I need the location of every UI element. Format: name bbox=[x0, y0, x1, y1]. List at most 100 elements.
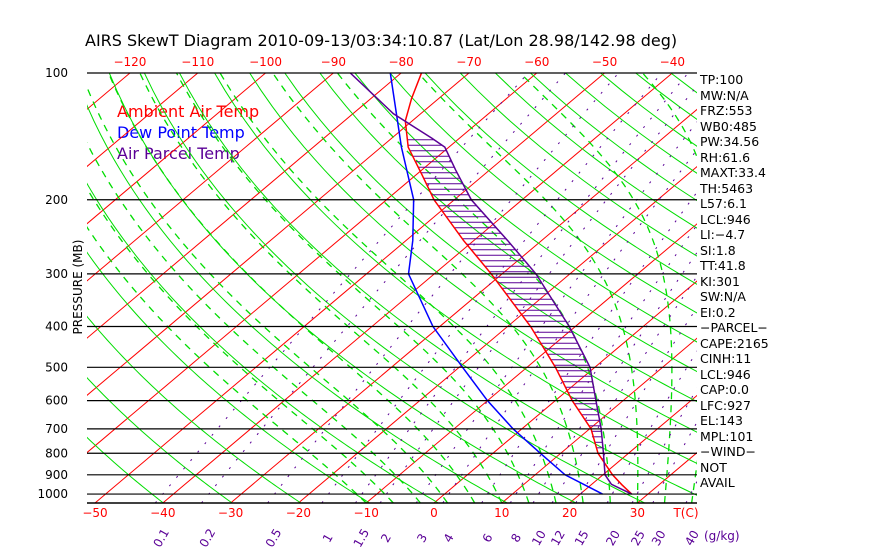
isotherm-line bbox=[162, 73, 673, 503]
stability-index-item: AVAIL bbox=[700, 475, 735, 490]
mixing-ratio-line bbox=[154, 73, 529, 503]
dry-adiabat-line bbox=[389, 73, 697, 314]
isotherm-line bbox=[87, 73, 538, 454]
stability-index-item: LFC:927 bbox=[700, 397, 751, 413]
isotherm-line bbox=[94, 73, 605, 503]
mixing-ratio-label: 0.5 bbox=[263, 526, 285, 550]
moist-adiabat-line bbox=[107, 73, 476, 503]
mixing-ratio-label: 1 bbox=[320, 531, 336, 545]
mixing-ratio-label: 1.5 bbox=[351, 526, 373, 550]
mixing-ratio-line bbox=[575, 306, 697, 503]
legend-dew-point: Dew Point Temp bbox=[117, 123, 245, 142]
pressure-tick-label: 600 bbox=[45, 394, 68, 408]
stability-index-item: PW:34.56 bbox=[700, 134, 760, 149]
pressure-tick-label: 300 bbox=[45, 267, 68, 281]
isotherm-line bbox=[637, 452, 697, 503]
stability-index-item: LCL:946 bbox=[700, 366, 751, 382]
dry-adiabat-line bbox=[87, 315, 302, 503]
moist-adiabat-line bbox=[519, 73, 673, 503]
dry-adiabat-line bbox=[635, 73, 697, 121]
dry-adiabat-line bbox=[565, 73, 697, 174]
isotherm-line bbox=[365, 223, 697, 503]
dry-adiabat-line bbox=[179, 73, 697, 496]
plot-area bbox=[87, 73, 870, 503]
mixing-ratio-label: 8 bbox=[508, 531, 524, 545]
stability-index-item: CAP:0.0 bbox=[700, 382, 749, 397]
x-axis-label: T(C) bbox=[672, 506, 698, 520]
bottom-temp-tick-label: −50 bbox=[82, 506, 107, 520]
mixing-ratio-line bbox=[631, 387, 697, 503]
isotherm-line bbox=[87, 73, 402, 339]
dry-adiabat-line bbox=[354, 73, 697, 343]
pressure-tick-label: 400 bbox=[45, 320, 68, 334]
bottom-temp-tick-label: −10 bbox=[354, 506, 379, 520]
mixing-ratio-line bbox=[442, 148, 697, 503]
dry-adiabat-line bbox=[87, 377, 233, 503]
pressure-tick-label: 800 bbox=[45, 446, 68, 460]
ambient-temp-line bbox=[404, 73, 633, 495]
dry-adiabat-line bbox=[108, 73, 577, 503]
pressure-tick-label: 700 bbox=[45, 422, 68, 436]
mixing-ratio-label: 20 bbox=[603, 528, 623, 548]
stability-index-item: TH:5463 bbox=[700, 180, 754, 196]
top-temp-tick-label: −70 bbox=[456, 55, 481, 69]
pressure-tick-label: 200 bbox=[45, 193, 68, 207]
top-temp-tick-label: −120 bbox=[113, 55, 146, 69]
stability-index-item: FRZ:553 bbox=[700, 103, 753, 118]
top-temp-tick-label: −50 bbox=[592, 55, 617, 69]
dry-adiabat-line bbox=[741, 73, 870, 503]
isotherm-line bbox=[773, 73, 870, 503]
stability-index-item: NOT bbox=[700, 459, 727, 475]
stability-index-item: KI:301 bbox=[700, 273, 740, 289]
moist-adiabat-line bbox=[417, 73, 639, 503]
mixing-ratio-line bbox=[606, 350, 697, 503]
mixing-ratio-line bbox=[532, 251, 697, 503]
top-temp-tick-label: −80 bbox=[388, 55, 413, 69]
isotherm-line bbox=[87, 73, 334, 282]
moist-adiabat-line bbox=[87, 226, 367, 503]
stability-index-item: CAPE:2165 bbox=[700, 335, 769, 351]
stability-index-item: L57:6.1 bbox=[700, 196, 747, 211]
stability-index-item: LI:−4.7 bbox=[700, 227, 746, 242]
stability-index-item: SI:1.8 bbox=[700, 242, 736, 258]
dry-adiabat-line bbox=[424, 73, 697, 285]
stability-index-item: TP:100 bbox=[700, 72, 744, 87]
mixing-ratio-label: 40 bbox=[682, 528, 702, 548]
mixing-ratio-label: 25 bbox=[628, 528, 648, 548]
moist-adiabat-line bbox=[87, 187, 394, 503]
stability-index-item: CINH:11 bbox=[700, 351, 752, 366]
isotherm-line bbox=[230, 108, 697, 503]
mixing-ratio-line bbox=[551, 275, 697, 503]
mixing-ratio-line bbox=[379, 85, 697, 503]
stability-index-item: LCL:946 bbox=[700, 211, 751, 227]
dew-point-line bbox=[389, 73, 603, 495]
mixing-ratio-unit-label: (g/kg) bbox=[704, 529, 740, 543]
bottom-temp-tick-label: 30 bbox=[630, 506, 645, 520]
stability-index-item: EL:143 bbox=[700, 413, 743, 428]
moist-adiabat-line bbox=[87, 85, 449, 503]
stability-index-item: −WIND− bbox=[700, 444, 756, 459]
mixing-ratio-line bbox=[509, 224, 697, 503]
top-temp-tick-label: −90 bbox=[321, 55, 346, 69]
isotherm-line bbox=[705, 73, 870, 503]
dry-adiabat-line bbox=[530, 73, 697, 202]
dry-adiabat-line bbox=[600, 73, 697, 147]
moist-adiabat-line bbox=[336, 73, 611, 503]
mixing-ratio-label: 12 bbox=[548, 528, 568, 548]
legend-ambient-temp: Ambient Air Temp bbox=[117, 102, 260, 121]
stability-index-item: MAXT:33.4 bbox=[700, 165, 766, 180]
isotherm-line bbox=[501, 337, 697, 503]
pressure-tick-label: 500 bbox=[45, 360, 68, 374]
mixing-ratio-label: 3 bbox=[414, 531, 430, 545]
dry-adiabat-line bbox=[87, 104, 508, 503]
bottom-temp-tick-label: −20 bbox=[286, 506, 311, 520]
stability-index-item: SW:N/A bbox=[700, 289, 746, 304]
dry-adiabat-line bbox=[494, 73, 697, 229]
mixing-ratio-label: 0.1 bbox=[150, 526, 172, 550]
dry-adiabat-line bbox=[776, 73, 870, 503]
moist-adiabat-line bbox=[175, 73, 530, 503]
chart-title: AIRS SkewT Diagram 2010-09-13/03:34:10.8… bbox=[85, 31, 678, 50]
dry-adiabat-line bbox=[249, 73, 697, 433]
